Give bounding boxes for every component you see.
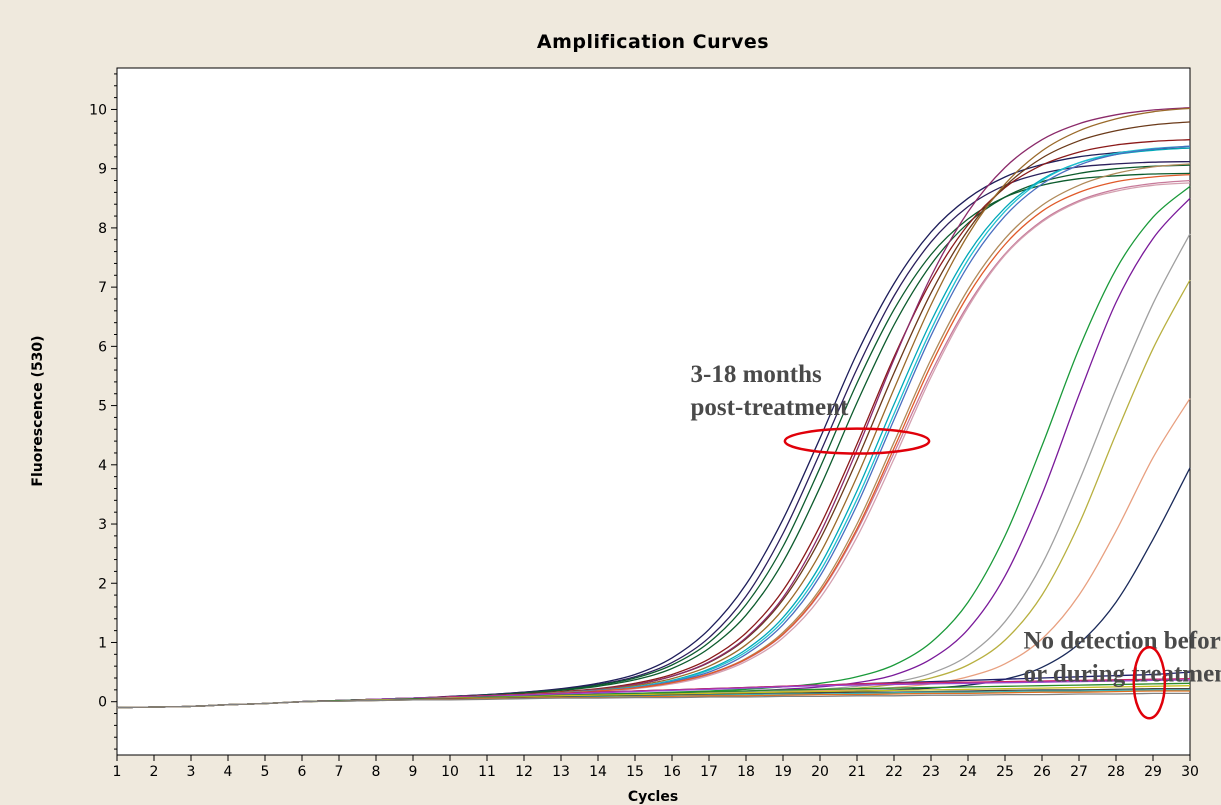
x-tick-label: 15 [626, 764, 644, 780]
x-tick-label: 9 [409, 764, 418, 780]
x-axis-label: Cycles [628, 789, 678, 805]
x-tick-label: 20 [811, 764, 829, 780]
series-layer [116, 107, 1191, 709]
x-tick-label: 1 [113, 764, 122, 780]
highlight-ellipse [1132, 645, 1167, 720]
x-tick-label: 14 [589, 764, 607, 780]
annotation-text: 3-18 months [691, 361, 823, 388]
x-tick-label: 24 [959, 764, 977, 780]
series-line-30 [116, 692, 1191, 709]
highlight-ellipse [783, 427, 931, 455]
y-tick-label: 10 [89, 102, 107, 118]
annotation-layer: 3-18 months post-treatment No detection be… [691, 361, 1221, 720]
x-tick-label: 27 [1070, 764, 1088, 780]
y-tick-label: 1 [98, 635, 107, 651]
annotation-text: or during treatment [1024, 660, 1221, 687]
y-tick-label: 2 [98, 576, 107, 592]
x-tick-label: 16 [663, 764, 681, 780]
x-tick-label: 23 [922, 764, 940, 780]
x-tick-label: 2 [150, 764, 159, 780]
x-tick-label: 28 [1107, 764, 1125, 780]
x-tick-label: 18 [737, 764, 755, 780]
x-tick-label: 17 [700, 764, 718, 780]
x-tick-label: 19 [774, 764, 792, 780]
x-tick-label: 25 [996, 764, 1014, 780]
y-tick-label: 7 [98, 280, 107, 296]
annotation-text: No detection before [1024, 627, 1221, 654]
x-tick-label: 3 [187, 764, 196, 780]
x-tick-label: 21 [848, 764, 866, 780]
x-tick-label: 8 [372, 764, 381, 780]
x-tick-label: 30 [1181, 764, 1199, 780]
x-tick-label: 26 [1033, 764, 1051, 780]
y-tick-label: 6 [98, 339, 107, 355]
y-tick-label: 8 [98, 221, 107, 237]
y-tick-label: 9 [98, 162, 107, 178]
x-tick-label: 10 [441, 764, 459, 780]
y-tick-label: 0 [98, 695, 107, 711]
x-tick-label: 6 [298, 764, 307, 780]
y-tick-label: 4 [98, 458, 107, 474]
annotation-text: post-treatment [691, 394, 849, 421]
x-tick-label: 22 [885, 764, 903, 780]
x-tick-label: 29 [1144, 764, 1162, 780]
y-tick-label: 5 [98, 399, 107, 415]
x-tick-label: 11 [478, 764, 496, 780]
x-tick-label: 4 [224, 764, 233, 780]
x-tick-label: 7 [335, 764, 344, 780]
x-tick-label: 5 [261, 764, 270, 780]
chart-title: Amplification Curves [537, 31, 769, 53]
x-tick-label: 12 [515, 764, 533, 780]
y-axis-label: Fluorescence (530) [30, 335, 46, 486]
y-tick-label: 3 [98, 517, 107, 533]
x-tick-label: 13 [552, 764, 570, 780]
